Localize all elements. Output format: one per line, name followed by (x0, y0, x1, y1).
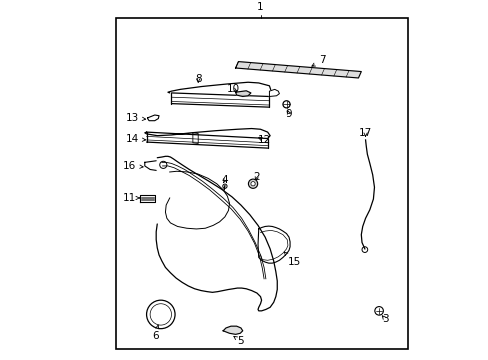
Text: 9: 9 (285, 109, 292, 119)
Text: 16: 16 (123, 161, 143, 171)
Polygon shape (235, 62, 361, 78)
Polygon shape (167, 82, 271, 96)
Text: 12: 12 (257, 135, 270, 145)
Polygon shape (147, 115, 159, 121)
Polygon shape (258, 226, 289, 263)
Polygon shape (223, 326, 242, 334)
Text: 8: 8 (195, 74, 201, 84)
Text: 2: 2 (253, 172, 260, 181)
Polygon shape (269, 89, 279, 96)
Text: 14: 14 (125, 134, 145, 144)
Text: 1: 1 (257, 2, 264, 12)
Polygon shape (140, 195, 155, 202)
Circle shape (248, 179, 257, 188)
Bar (116, 18, 407, 349)
Text: 6: 6 (152, 325, 159, 341)
Text: 17: 17 (358, 128, 371, 138)
Text: 4: 4 (221, 175, 228, 185)
Polygon shape (144, 160, 173, 171)
Polygon shape (235, 91, 250, 96)
Text: 15: 15 (284, 252, 300, 267)
Polygon shape (156, 156, 277, 311)
Text: 7: 7 (311, 55, 325, 66)
Text: 11: 11 (123, 193, 139, 203)
Circle shape (250, 181, 255, 186)
Text: 13: 13 (125, 113, 145, 123)
Polygon shape (144, 129, 269, 139)
Text: 10: 10 (226, 84, 239, 94)
Text: 5: 5 (233, 336, 244, 346)
Text: 3: 3 (381, 314, 387, 324)
